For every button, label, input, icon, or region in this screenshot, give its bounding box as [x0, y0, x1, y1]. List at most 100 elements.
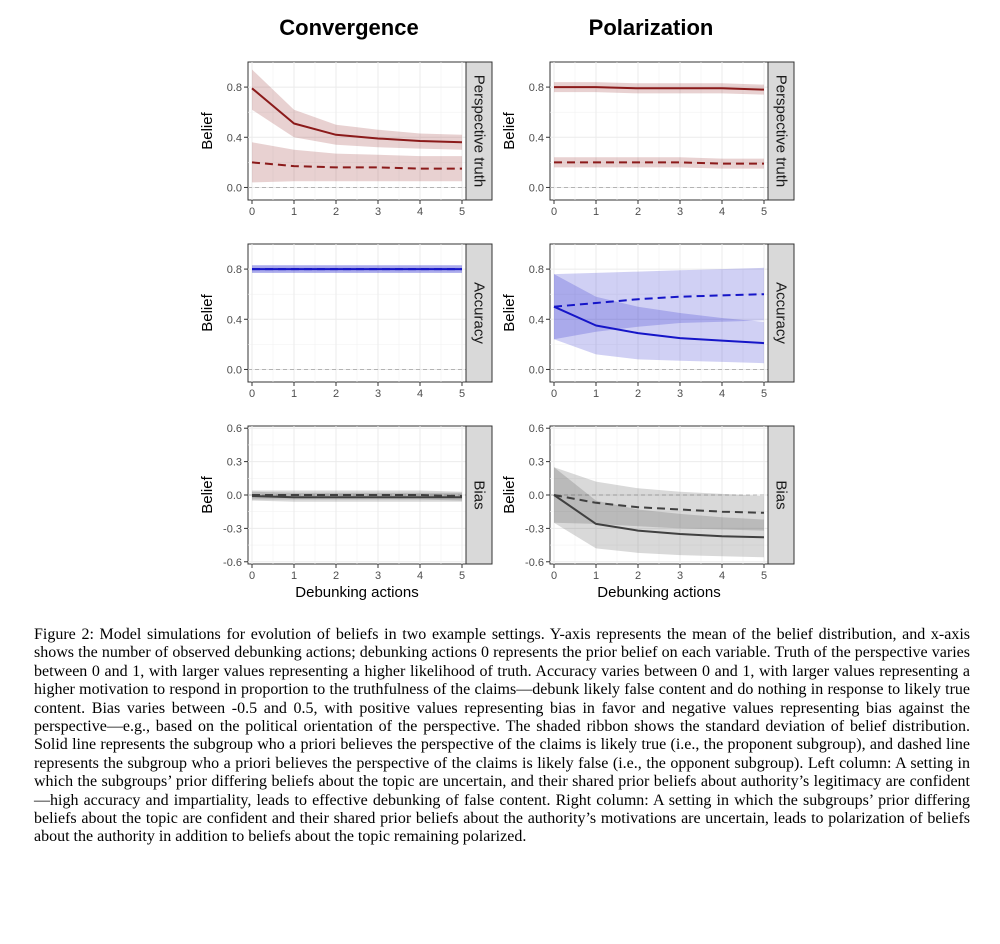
y-tick-label: 0.0: [529, 364, 544, 376]
panel-convergence-bias: 0 1 2 3 4 5 -0.6 -0.3 0.0 0.3 0.6 Bias Belief Debunki…: [199, 423, 493, 601]
sd-ribbon-dashed: [554, 467, 764, 531]
figure-caption: Figure 2: Model simulations for evolutio…: [34, 626, 970, 846]
facet-strip: [767, 243, 795, 383]
y-tick-label: 0.0: [529, 182, 544, 194]
y-tick-label: 0.4: [227, 132, 242, 144]
y-tick-label: -0.3: [525, 523, 544, 535]
x-tick-label: 0: [249, 570, 255, 582]
y-axis-title: Belief: [501, 475, 518, 513]
x-tick-label: 2: [333, 206, 339, 218]
x-tick-label: 4: [417, 388, 423, 400]
y-tick-label: 0.3: [529, 457, 544, 469]
y-tick-label: 0.4: [529, 314, 544, 326]
series-line-solid: [251, 495, 462, 499]
y-tick-label: 0.0: [227, 490, 242, 502]
x-tick-label: 1: [593, 388, 599, 400]
x-tick-label: 3: [677, 206, 683, 218]
facet-strip-label: Perspective truth: [773, 75, 790, 188]
x-tick-label: 3: [677, 570, 683, 582]
series-line-dashed: [554, 161, 764, 165]
facet-strip: [767, 61, 795, 201]
y-tick-label: 0.0: [529, 490, 544, 502]
x-tick-label: 3: [677, 388, 683, 400]
x-tick-label: 0: [249, 206, 255, 218]
x-tick-label: 5: [761, 570, 767, 582]
x-tick-label: 5: [761, 388, 767, 400]
x-tick-label: 4: [719, 388, 725, 400]
y-tick-label: 0.6: [529, 423, 544, 435]
facet-strip-label: Bias: [471, 480, 488, 509]
x-tick-label: 1: [593, 570, 599, 582]
facet-strip-label: Perspective truth: [471, 75, 488, 188]
facet-strip: [465, 243, 493, 383]
panel-convergence-perspective-truth: 0 1 2 3 4 5 0.0 0.4 0.8 Perspective truth Belief: [199, 61, 493, 218]
y-tick-label: 0.6: [227, 423, 242, 435]
x-tick-label: 2: [635, 570, 641, 582]
x-tick-label: 4: [417, 570, 423, 582]
y-axis-title: Belief: [501, 293, 518, 331]
series-line-solid: [553, 494, 765, 539]
y-tick-label: 0.0: [227, 182, 242, 194]
x-tick-label: 4: [417, 206, 423, 218]
y-axis-title: Belief: [501, 111, 518, 149]
x-tick-label: 5: [459, 570, 465, 582]
panel-polarization-accuracy: 0 1 2 3 4 5 0.0 0.4 0.8 Accuracy Belief: [501, 243, 795, 400]
facet-strip: [767, 425, 795, 565]
sd-ribbon-dashed: [554, 267, 764, 340]
y-tick-label: -0.6: [525, 557, 544, 569]
x-tick-label: 0: [551, 388, 557, 400]
x-axis-title: Debunking actions: [295, 584, 418, 601]
x-tick-label: 3: [375, 570, 381, 582]
x-tick-label: 4: [719, 570, 725, 582]
series-line-dashed: [252, 494, 463, 498]
x-tick-label: 0: [551, 206, 557, 218]
x-tick-label: 2: [635, 388, 641, 400]
y-tick-label: 0.4: [529, 132, 544, 144]
series-line-dashed: [553, 494, 765, 514]
facet-strip-label: Accuracy: [471, 282, 488, 344]
x-tick-label: 1: [291, 388, 297, 400]
y-tick-label: 0.8: [227, 264, 242, 276]
panel-convergence-accuracy: 0 1 2 3 4 5 0.0 0.4 0.8 Accuracy Belief: [199, 243, 493, 400]
facet-strip: [465, 425, 493, 565]
facet-strip: [465, 61, 493, 201]
y-tick-label: 0.4: [227, 314, 242, 326]
y-axis-title: Belief: [199, 111, 216, 149]
panel-polarization-bias: 0 1 2 3 4 5 -0.6 -0.3 0.0 0.3 0.6 Bias Belief Debunki…: [501, 423, 795, 601]
column-title-polarization: Polarization: [589, 15, 714, 40]
x-tick-label: 1: [593, 206, 599, 218]
facet-strip-label: Accuracy: [773, 282, 790, 344]
x-tick-label: 3: [375, 206, 381, 218]
y-tick-label: -0.3: [223, 523, 242, 535]
x-tick-label: 5: [459, 388, 465, 400]
x-axis-title: Debunking actions: [597, 584, 720, 601]
y-tick-label: 0.8: [529, 264, 544, 276]
series-line-solid: [251, 87, 463, 144]
series-line-dashed: [553, 293, 765, 308]
x-tick-label: 1: [291, 206, 297, 218]
sd-ribbon-dashed: [252, 142, 462, 183]
sd-ribbon-solid: [252, 69, 462, 150]
x-tick-label: 2: [333, 570, 339, 582]
y-tick-label: 0.0: [227, 364, 242, 376]
y-tick-label: 0.3: [227, 457, 242, 469]
y-tick-label: 0.8: [227, 82, 242, 94]
x-tick-label: 4: [719, 206, 725, 218]
series-line-dashed: [251, 161, 462, 170]
panel-polarization-perspective-truth: 0 1 2 3 4 5 0.0 0.4 0.8 Perspective truth Belief: [501, 61, 795, 218]
x-tick-label: 3: [375, 388, 381, 400]
facet-strip-label: Bias: [773, 480, 790, 509]
x-tick-label: 2: [635, 206, 641, 218]
panels: 0 1 2 3 4 5 0.0 0.4 0.8 Perspective truth Belief 0 1…: [199, 61, 795, 601]
series-line-solid: [554, 86, 765, 91]
y-tick-label: 0.8: [529, 82, 544, 94]
y-tick-label: -0.6: [223, 557, 242, 569]
x-tick-label: 2: [333, 388, 339, 400]
y-axis-title: Belief: [199, 475, 216, 513]
x-tick-label: 5: [459, 206, 465, 218]
series-line-solid: [553, 305, 765, 345]
x-tick-label: 1: [291, 570, 297, 582]
x-tick-label: 0: [249, 388, 255, 400]
x-tick-label: 5: [761, 206, 767, 218]
y-axis-title: Belief: [199, 293, 216, 331]
